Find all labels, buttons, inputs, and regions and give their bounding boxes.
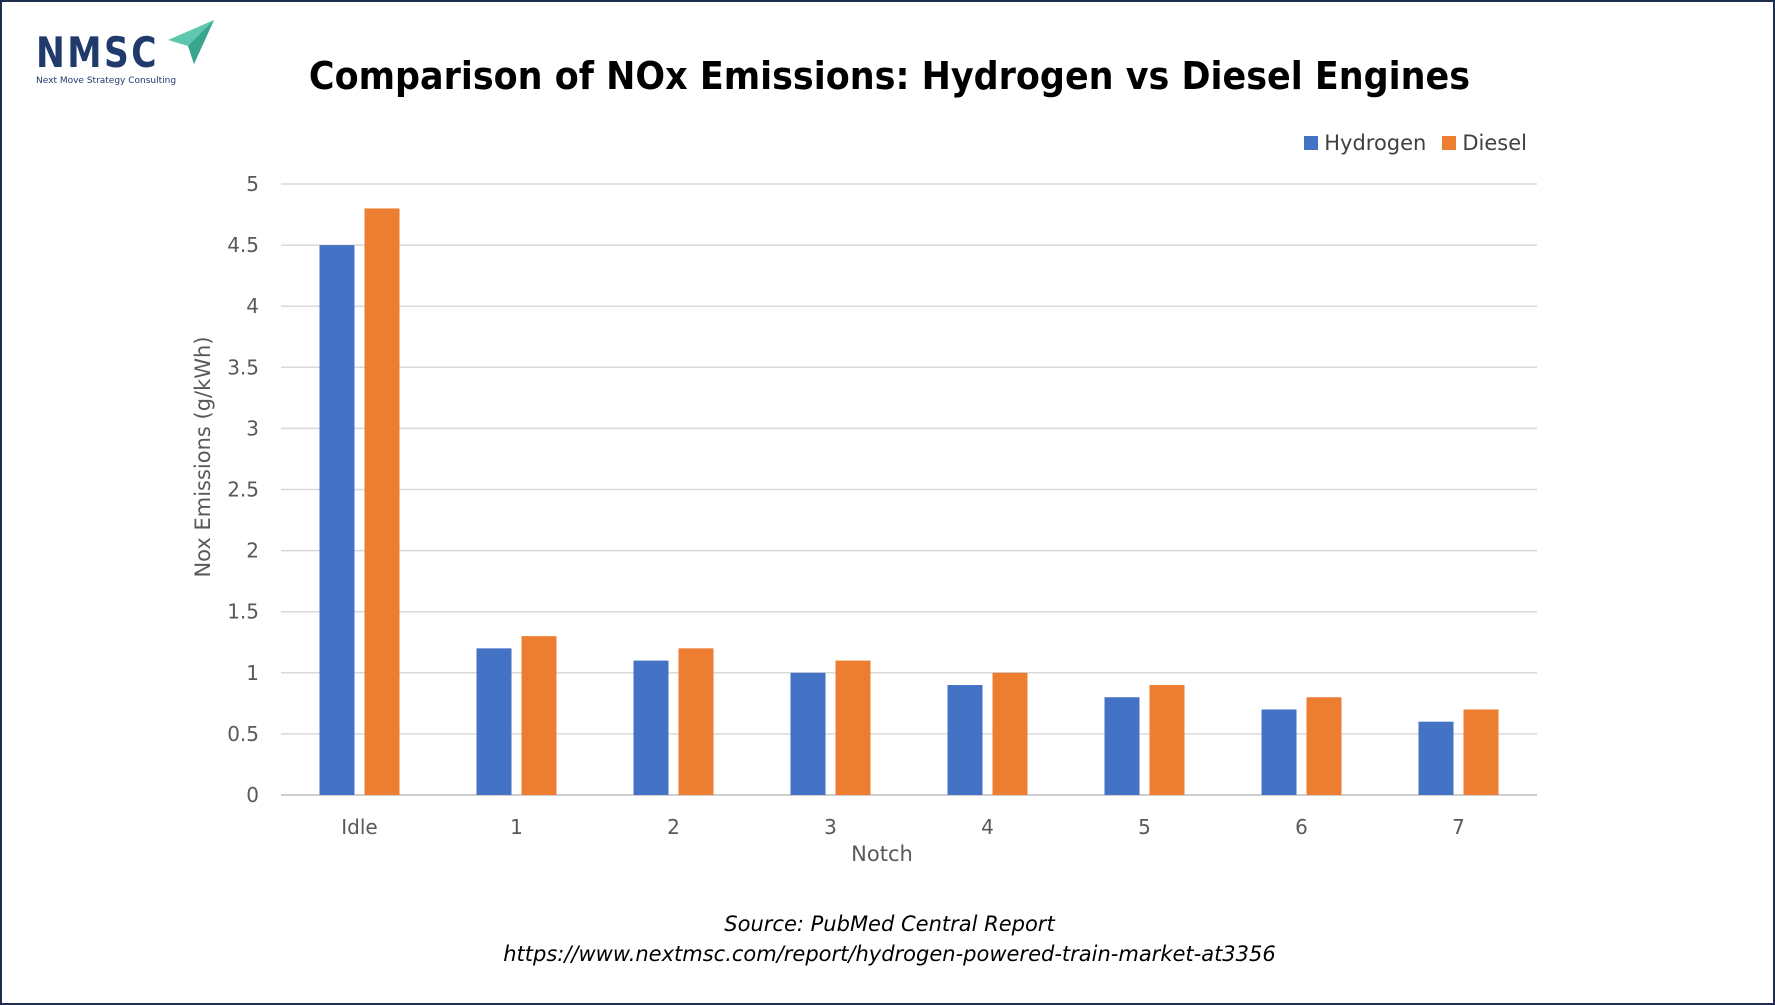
source-line: Source: PubMed Central Report [724,912,1055,936]
x-tick-label: 6 [1295,815,1308,839]
bar-diesel-1 [521,636,557,795]
source-note: Source: PubMed Central Report https://ww… [2,909,1775,969]
bar-hydrogen-idle [319,245,355,796]
bar-hydrogen-5 [1104,697,1140,795]
bar-diesel-idle [364,208,400,795]
y-tick-label: 2.5 [227,478,259,502]
logo-subtitle: Next Move Strategy Consulting [36,76,177,86]
bar-hydrogen-1 [476,648,512,795]
y-tick-label: 0.5 [227,722,259,746]
bar-diesel-3 [835,660,871,795]
y-tick-label: 3.5 [227,355,259,379]
bar-diesel-6 [1306,697,1342,795]
source-url: https://www.nextmsc.com/report/hydrogen-… [503,942,1276,966]
y-tick-label: 2 [246,539,259,563]
legend-item-hydrogen: Hydrogen [1304,131,1426,155]
legend-label-hydrogen: Hydrogen [1324,131,1427,155]
y-tick-label: 5 [246,172,259,196]
x-tick-label: 4 [981,815,994,839]
legend-label-diesel: Diesel [1462,131,1527,155]
legend-swatch-diesel [1442,136,1457,150]
logo-text: NMSC [36,28,160,77]
x-tick-label: 3 [824,815,837,839]
bars [319,208,1499,796]
x-tick-label: 7 [1452,815,1465,839]
bar-hydrogen-3 [790,672,826,795]
nmsc-logo: NMSC Next Move Strategy Consulting [32,20,214,90]
bar-hydrogen-4 [947,685,983,795]
bar-diesel-5 [1149,685,1185,795]
y-axis-label: Nox Emissions (g/kWh) [191,336,215,577]
logo-arrow-icon [168,20,214,64]
axis-labels: 0 0.5 1 1.5 2 2.5 3 3.5 4 4.5 5 Idle 1 2 3 4 5 6 7 [227,172,1465,839]
bar-diesel-2 [678,648,714,795]
bar-hydrogen-7 [1418,721,1454,795]
x-tick-label: 2 [667,815,680,839]
y-tick-label: 1.5 [227,600,259,624]
bar-hydrogen-2 [633,660,669,795]
gridlines [281,183,1537,796]
legend-item-diesel: Diesel [1442,131,1527,155]
bar-diesel-4 [992,672,1028,795]
legend-swatch-hydrogen [1304,136,1319,150]
x-tick-label: Idle [341,815,377,839]
y-tick-label: 1 [246,661,259,685]
bar-hydrogen-6 [1261,709,1297,795]
x-axis-label: Notch [851,842,913,866]
y-tick-label: 0 [246,783,259,807]
y-tick-label: 4 [246,294,259,318]
y-tick-label: 4.5 [227,233,259,257]
bar-diesel-7 [1463,709,1499,795]
x-tick-label: 5 [1138,815,1151,839]
x-tick-label: 1 [510,815,523,839]
legend: Hydrogen Diesel [1304,131,1527,155]
y-tick-label: 3 [246,416,259,440]
chart-title: Comparison of NOx Emissions: Hydrogen vs… [308,54,1471,98]
